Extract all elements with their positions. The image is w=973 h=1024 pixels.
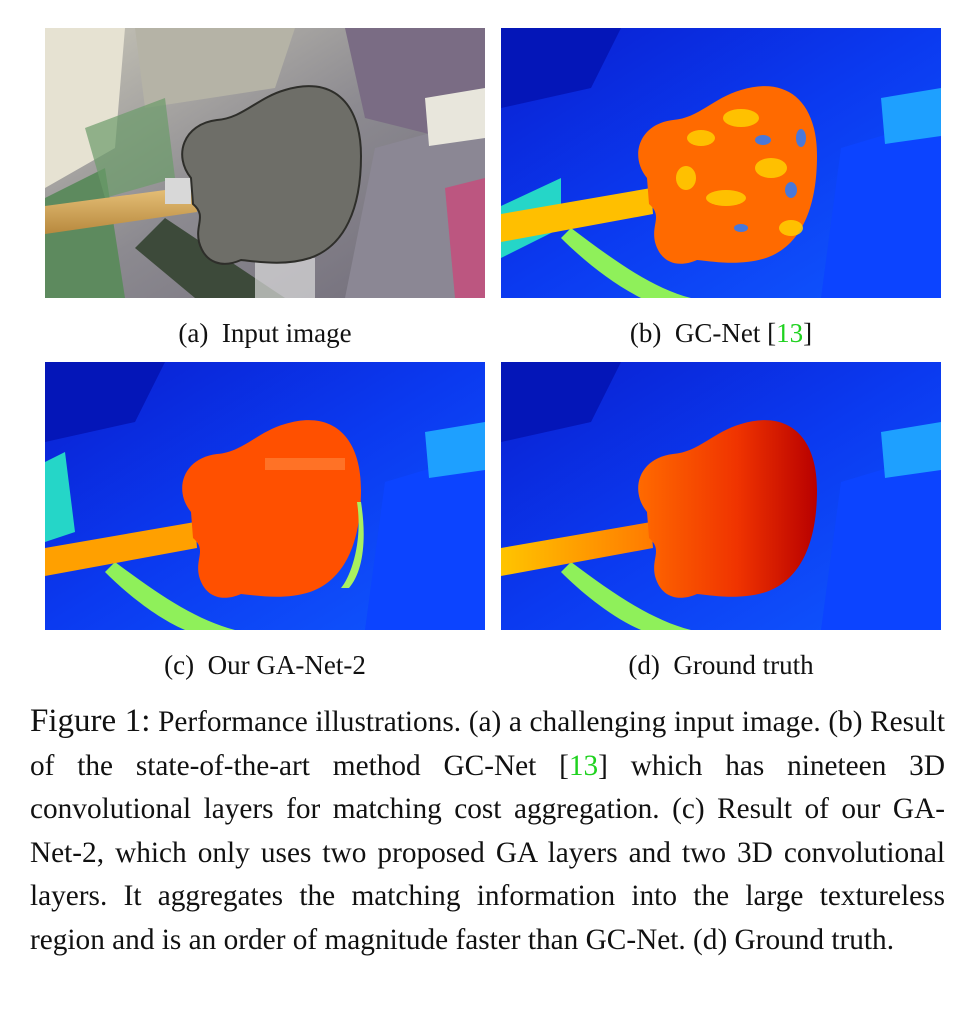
subcaption-b-tag: (b): [629, 318, 662, 348]
subcaption-a-name: Input image: [221, 318, 352, 348]
subcaption-a: (a) Input image: [45, 318, 485, 349]
panel-gc-net: [501, 28, 941, 298]
caption-citation[interactable]: 13: [568, 749, 599, 782]
subcaption-b-name: GC-Net: [674, 318, 761, 348]
caption-text-part2: which has nineteen 3D convolutional laye…: [30, 749, 945, 956]
subcaption-b-citation[interactable]: 13: [776, 318, 804, 348]
subcaption-c-tag: (c): [164, 650, 195, 680]
subcaption-c-name: Our GA-Net-2: [207, 650, 366, 680]
panel-input-image: [45, 28, 485, 298]
ground-truth-disparity-figure: [501, 362, 941, 630]
subcaption-c: (c) Our GA-Net-2: [45, 650, 485, 681]
subcaption-a-tag: (a): [178, 318, 209, 348]
figure-caption: Figure 1: Performance illustrations. (a)…: [30, 703, 946, 956]
caption-text-part1: Performance illustrations. (a) a challen…: [30, 706, 946, 782]
subcaption-d-tag: (d): [628, 650, 660, 680]
subcaption-b: (b) GC-Net [13]: [629, 318, 813, 348]
panel-ga-net-2: [45, 362, 485, 630]
gc-net-disparity-figure: [501, 28, 941, 298]
subcaption-d-name: Ground truth: [673, 650, 814, 680]
input-image-figure: [45, 28, 485, 298]
ga-net-2-disparity-figure: [45, 362, 485, 630]
figure-label: Figure 1:: [30, 703, 151, 739]
subcaption-d: (d) Ground truth: [501, 650, 941, 681]
panel-ground-truth: [501, 362, 941, 630]
